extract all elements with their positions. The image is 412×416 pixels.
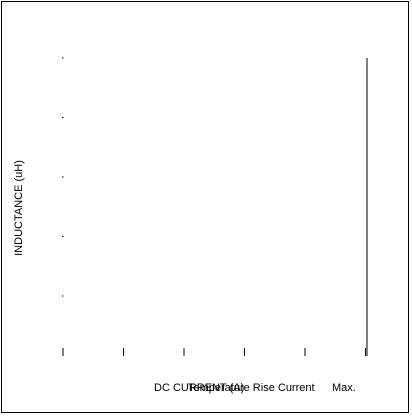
temperature-rise-current-label: Temperature Rise Current bbox=[188, 382, 315, 394]
x-axis-ticks bbox=[62, 348, 366, 356]
max-label: Max. bbox=[332, 382, 356, 394]
y-axis-ticks bbox=[62, 57, 64, 297]
x-axis-label: DC CURRENT (A) bbox=[154, 382, 244, 394]
y-axis-label: INDUCTANCE (uH) bbox=[13, 160, 25, 256]
